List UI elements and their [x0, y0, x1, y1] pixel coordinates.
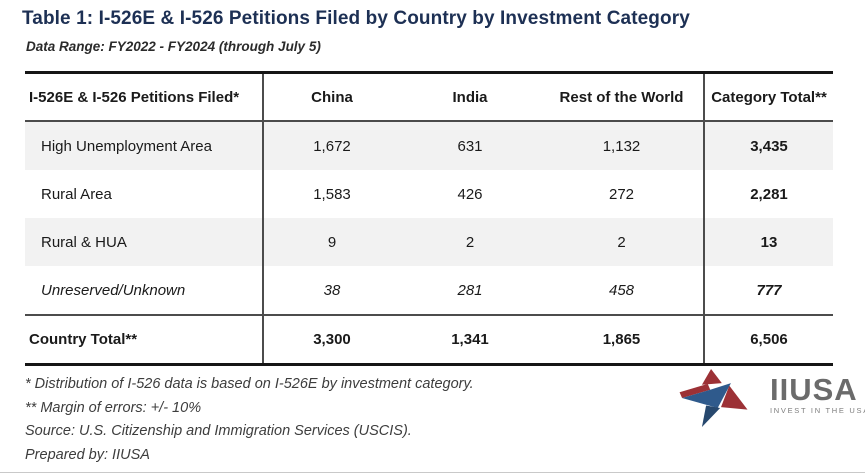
cell-china: 3,300	[262, 316, 400, 363]
cell-china: 9	[262, 218, 400, 266]
cell-china: 1,583	[262, 170, 400, 218]
cell-china: 38	[262, 266, 400, 314]
cell-india: 281	[457, 281, 483, 299]
footnote-prepared-by: Prepared by: IIUSA	[25, 446, 150, 463]
bottom-divider	[0, 472, 865, 473]
cell-rest: 1,865	[602, 331, 641, 348]
footnotes: * Distribution of I-526 data is based on…	[25, 373, 474, 467]
cell-india: 1,341	[451, 331, 489, 348]
header-cell-category-total: Category Total**	[703, 74, 833, 120]
iiusa-logo-tagline: INVEST IN THE USA	[770, 406, 865, 415]
cell-rest: 272	[608, 185, 635, 203]
iiusa-logo-text: IIUSA INVEST IN THE USA	[770, 372, 865, 415]
cell-total: 13	[703, 218, 833, 266]
header-cell-india: India	[452, 88, 488, 106]
row-label: Country Total**	[29, 331, 138, 348]
header-cell-china: China	[262, 74, 400, 120]
cell-india: 426	[457, 185, 483, 203]
cell-india: 631	[457, 137, 483, 155]
cell-rest: 458	[608, 281, 635, 299]
page-title: Table 1: I-526E & I-526 Petitions Filed …	[22, 8, 690, 29]
table-row-rural-area: Rural Area 1,583 426 272 2,281	[25, 170, 833, 218]
cell-total: 6,506	[703, 316, 833, 363]
row-label: High Unemployment Area	[41, 137, 212, 155]
cell-rest: 1,132	[602, 137, 641, 155]
table-row-high-unemployment-area: High Unemployment Area 1,672 631 1,132 3…	[25, 122, 833, 170]
header-cell-petitions-filed: I-526E & I-526 Petitions Filed*	[29, 88, 240, 106]
table-row-rural-and-hua: Rural & HUA 9 2 2 13	[25, 218, 833, 266]
table-row-country-total: Country Total** 3,300 1,341 1,865 6,506	[25, 314, 833, 363]
cell-total: 2,281	[703, 170, 833, 218]
data-range-subtitle: Data Range: FY2022 - FY2024 (through Jul…	[26, 39, 321, 54]
cell-rest: 2	[617, 233, 626, 251]
petitions-table: I-526E & I-526 Petitions Filed* China In…	[25, 71, 833, 366]
cell-china: 1,672	[262, 122, 400, 170]
header-cell-rest-of-world: Rest of the World	[559, 88, 684, 106]
table-header-row: I-526E & I-526 Petitions Filed* China In…	[25, 74, 833, 122]
table-row-unreserved-unknown: Unreserved/Unknown 38 281 458 777	[25, 266, 833, 314]
row-label: Rural & HUA	[41, 233, 127, 251]
iiusa-logo: IIUSA INVEST IN THE USA	[678, 369, 865, 427]
iiusa-star-icon	[679, 369, 748, 427]
cell-total: 777	[703, 266, 833, 314]
iiusa-logo-name: IIUSA	[770, 372, 858, 407]
footnote-distribution: * Distribution of I-526 data is based on…	[25, 376, 474, 392]
footnote-margin: ** Margin of errors: +/- 10%	[25, 399, 202, 416]
cell-india: 2	[465, 233, 475, 251]
cell-total: 3,435	[703, 122, 833, 170]
footnote-source: Source: U.S. Citizenship and Immigration…	[25, 423, 412, 439]
row-label: Unreserved/Unknown	[41, 281, 186, 299]
row-label: Rural Area	[41, 185, 112, 203]
